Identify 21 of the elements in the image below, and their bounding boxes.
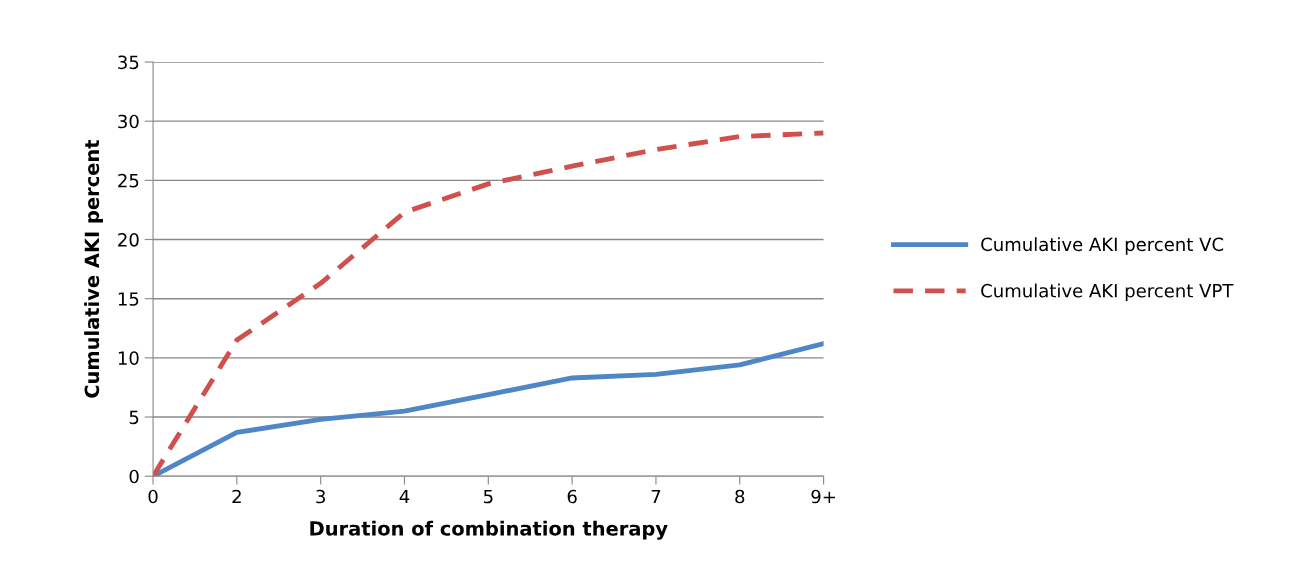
y-tick-label: 30 <box>118 114 139 129</box>
legend-label: Cumulative AKI percent VC <box>981 237 1224 255</box>
x-tick-label: 2 <box>232 489 241 504</box>
legend-label: Cumulative AKI percent VPT <box>981 283 1234 302</box>
x-tick-label: 5 <box>483 489 493 504</box>
y-axis-title: Cumulative AKI percent <box>84 139 103 398</box>
y-tick-label: 20 <box>118 232 139 247</box>
x-tick-label: 3 <box>316 489 325 504</box>
y-tick-label: 25 <box>118 173 139 188</box>
x-tick-label: 0 <box>148 489 158 504</box>
y-tick-label: 10 <box>118 351 139 365</box>
y-tick-label: 0 <box>129 469 139 484</box>
x-tick-label: 4 <box>399 489 410 504</box>
x-tick-label: 7 <box>651 489 661 504</box>
y-tick-label: 5 <box>129 410 139 425</box>
x-tick-label: 8 <box>735 489 745 504</box>
y-tick-label: 15 <box>118 292 139 306</box>
x-tick-label: 9+ <box>811 489 835 504</box>
x-axis-title: Duration of combination therapy <box>310 520 668 540</box>
x-tick-label: 6 <box>567 489 577 504</box>
y-tick-label: 35 <box>118 55 139 70</box>
